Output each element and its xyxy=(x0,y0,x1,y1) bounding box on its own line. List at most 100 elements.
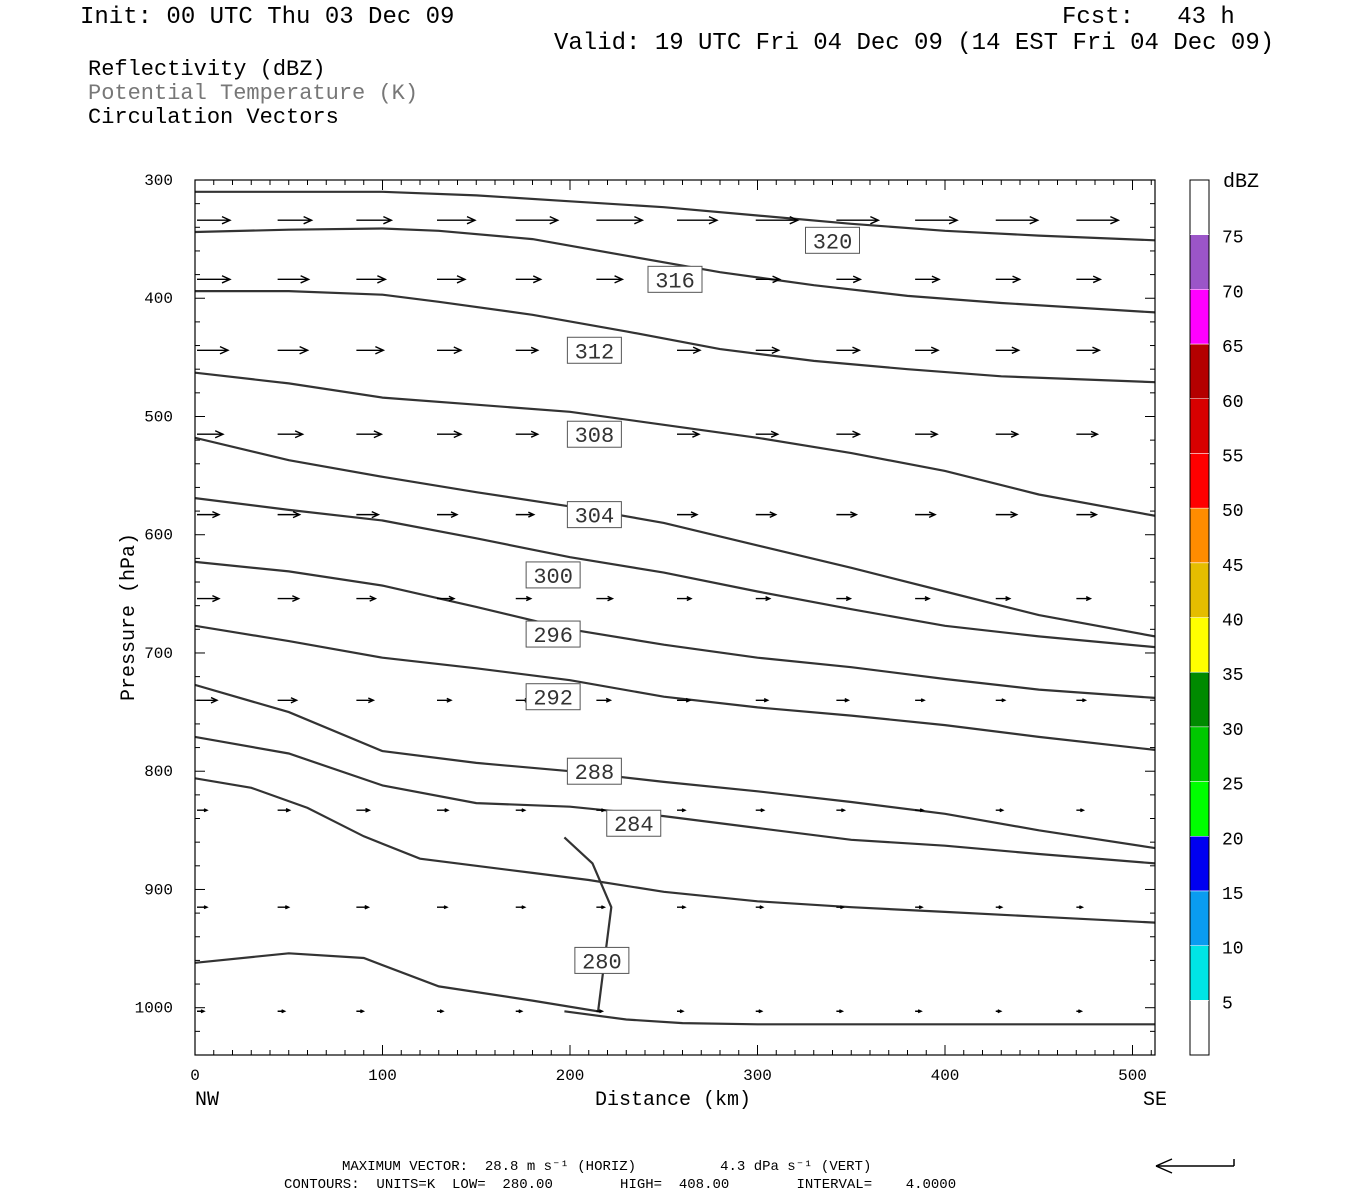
colorbar-swatch xyxy=(1190,672,1209,727)
circulation-vector xyxy=(677,808,687,813)
contour-label: 320 xyxy=(813,230,853,255)
circulation-vector xyxy=(755,430,780,438)
circulation-vector xyxy=(915,1009,923,1014)
isentrope-line xyxy=(195,735,1155,865)
circulation-vector xyxy=(437,430,463,439)
x-tick-label: 500 xyxy=(1118,1067,1147,1085)
circulation-vector xyxy=(915,808,925,813)
circulation-vector xyxy=(915,698,926,703)
colorbar-swatch xyxy=(1190,344,1209,399)
colorbar-swatch xyxy=(1190,180,1209,235)
colorbar-swatch xyxy=(1190,617,1209,673)
contour-label-box xyxy=(566,420,622,448)
contour-label: 292 xyxy=(533,687,573,712)
x-tick-label: 0 xyxy=(190,1067,200,1085)
circulation-vector xyxy=(995,905,1004,910)
reference-vector-icon xyxy=(1155,1158,1235,1174)
circulation-vector xyxy=(915,905,924,910)
isentrope-line xyxy=(195,683,1155,850)
max-vector-note: MAXIMUM VECTOR: 28.8 m s⁻¹ (HORIZ) 4.3 d… xyxy=(342,1159,872,1175)
plot-frame xyxy=(194,179,1156,1056)
circulation-vector xyxy=(277,215,314,225)
circulation-vector xyxy=(356,215,394,225)
dbz-colorbar: 5 10 15 20 25 30 35 40 45 50 55 60 65 70 75 xyxy=(1189,179,1244,1056)
circulation-vector xyxy=(277,595,301,603)
colorbar-unit: dBZ xyxy=(1223,171,1259,194)
circulation-vector xyxy=(1076,698,1088,703)
colorbar-label: 5 xyxy=(1222,994,1233,1014)
contour-label-box xyxy=(574,946,630,974)
circulation-vector xyxy=(755,511,778,518)
circulation-vector xyxy=(1076,511,1099,518)
circulation-vector xyxy=(1076,346,1102,355)
circulation-vector xyxy=(437,905,449,910)
circulation-vector xyxy=(755,808,766,813)
circulation-vector xyxy=(915,275,941,284)
field-circulation-vectors: Circulation Vectors xyxy=(88,105,339,130)
contour-label: 312 xyxy=(575,340,615,365)
contour-label-box xyxy=(606,809,662,837)
valid-time: Valid: 19 UTC Fri 04 Dec 09 (14 EST Fri … xyxy=(554,30,1275,57)
circulation-vector xyxy=(836,511,859,518)
colorbar-swatch xyxy=(1190,234,1209,290)
circulation-vector xyxy=(995,1009,1003,1014)
circulation-vector xyxy=(197,594,221,603)
circulation-vector xyxy=(277,807,292,813)
circulation-vector xyxy=(197,430,225,439)
circulation-vector xyxy=(596,905,607,910)
colorbar-label: 10 xyxy=(1222,940,1244,960)
circulation-vector xyxy=(836,1009,845,1014)
circulation-vector xyxy=(515,808,527,813)
circulation-vector xyxy=(437,215,477,225)
circulation-vector xyxy=(197,905,209,910)
colorbar-label: 50 xyxy=(1222,502,1244,522)
y-tick-label: 700 xyxy=(144,645,173,663)
circulation-vector xyxy=(677,346,702,355)
circulation-vector xyxy=(437,275,467,284)
circulation-vector xyxy=(197,511,221,519)
colorbar-label: 55 xyxy=(1222,447,1244,467)
colorbar-label: 40 xyxy=(1222,612,1244,632)
x-right-label: SE xyxy=(1143,1089,1167,1112)
isentrope-line xyxy=(195,624,1155,751)
colorbar-swatch xyxy=(1190,398,1209,454)
circulation-vector xyxy=(197,275,232,284)
colorbar-swatch xyxy=(1190,453,1209,509)
circulation-vector xyxy=(755,215,800,225)
circulation-vector xyxy=(836,808,847,813)
circulation-vector xyxy=(836,275,863,284)
colorbar-swatch xyxy=(1190,289,1209,345)
circulation-vector xyxy=(995,346,1021,355)
circulation-vector xyxy=(836,430,862,438)
circulation-vector xyxy=(596,808,607,813)
contours-note: CONTOURS: UNITS=K LOW= 280.00 HIGH= 408.… xyxy=(284,1177,957,1193)
contour-label: 316 xyxy=(655,269,695,294)
isentrope-line xyxy=(195,836,613,1013)
circulation-vector xyxy=(515,1009,524,1014)
forecast-hour: Fcst: 43 h xyxy=(1062,4,1235,31)
circulation-vector xyxy=(677,905,687,910)
colorbar-label: 20 xyxy=(1222,830,1244,850)
colorbar-label: 65 xyxy=(1222,338,1244,358)
circulation-vector xyxy=(596,595,615,602)
circulation-vector xyxy=(915,511,937,518)
circulation-vector xyxy=(437,808,450,813)
contour-label-box xyxy=(525,683,581,711)
circulation-vector xyxy=(1076,905,1085,910)
circulation-vector xyxy=(995,596,1012,602)
circulation-vector xyxy=(515,905,527,910)
circulation-vector xyxy=(836,596,853,602)
circulation-vector xyxy=(677,215,719,225)
circulation-vector xyxy=(596,275,625,284)
circulation-vector xyxy=(1076,1009,1084,1014)
circulation-vector xyxy=(277,346,310,355)
isentrope-line xyxy=(195,436,1155,638)
colorbar-label: 60 xyxy=(1222,393,1244,413)
circulation-vector xyxy=(356,275,388,284)
isentrope-line xyxy=(195,371,1155,517)
field-reflectivity: Reflectivity (dBZ) xyxy=(88,57,326,82)
circulation-vector xyxy=(515,346,540,354)
contour-label: 304 xyxy=(575,505,615,530)
circulation-vector xyxy=(437,346,463,355)
